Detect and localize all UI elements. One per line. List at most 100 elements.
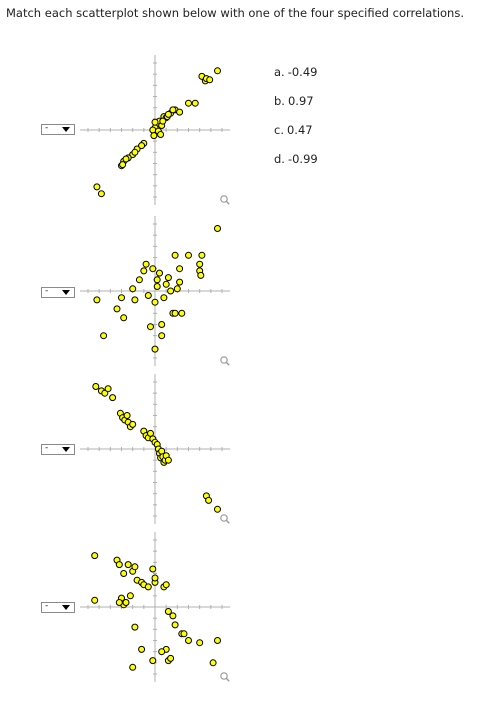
option-d: d. -0.99	[274, 151, 318, 180]
data-point	[173, 285, 181, 293]
data-point	[138, 142, 146, 150]
data-point	[158, 332, 166, 340]
data-point	[167, 287, 175, 295]
option-a-value: -0.49	[287, 65, 318, 79]
data-point	[214, 505, 221, 513]
data-point	[159, 117, 167, 125]
data-point	[198, 251, 206, 259]
data-point	[158, 321, 166, 328]
data-point	[129, 285, 137, 293]
data-point	[150, 132, 158, 140]
correlation-select-4-value: -	[45, 601, 49, 611]
data-point	[191, 99, 199, 107]
data-point	[169, 612, 177, 620]
data-point	[151, 345, 159, 353]
data-point	[124, 561, 132, 569]
correlation-select-4[interactable]: -	[41, 601, 75, 613]
data-point	[149, 126, 157, 134]
data-point	[149, 265, 157, 273]
data-point	[122, 155, 130, 163]
data-point	[162, 280, 170, 288]
option-b-value: 0.97	[287, 94, 314, 108]
data-point	[160, 294, 168, 302]
scatterplot-4	[80, 532, 230, 682]
data-point	[164, 274, 172, 282]
option-a-label: a.	[274, 65, 285, 79]
option-c-value: 0.47	[286, 123, 313, 137]
data-point	[91, 552, 99, 560]
option-d-label: d.	[274, 152, 285, 166]
data-point	[164, 608, 172, 615]
data-point	[100, 332, 108, 340]
chevron-down-icon	[62, 605, 70, 610]
magnifier-icon[interactable]	[220, 356, 230, 366]
data-point	[140, 267, 148, 275]
scatterplot-1-svg	[80, 55, 230, 205]
chevron-down-icon	[62, 290, 70, 295]
data-point	[153, 283, 161, 290]
data-point	[171, 621, 179, 629]
data-point	[197, 271, 205, 279]
correlation-select-3[interactable]: -	[41, 443, 75, 455]
data-point	[120, 314, 128, 322]
data-point	[115, 599, 123, 606]
option-a: a. -0.49	[274, 64, 318, 93]
magnifier-icon[interactable]	[220, 195, 230, 205]
data-point	[91, 596, 99, 604]
data-point	[147, 323, 154, 331]
data-point	[171, 309, 179, 317]
scatterplot-3	[80, 374, 230, 524]
scatterplot-4-svg	[80, 532, 230, 682]
data-point	[144, 583, 152, 591]
data-point	[167, 654, 175, 662]
correlation-select-1[interactable]: -	[41, 123, 75, 135]
data-point	[93, 296, 101, 304]
data-point	[176, 265, 184, 273]
data-point	[119, 161, 127, 169]
data-point	[131, 148, 139, 156]
data-point	[214, 67, 221, 75]
data-point	[157, 131, 165, 138]
magnifier-icon[interactable]	[220, 514, 230, 524]
data-point	[129, 420, 137, 428]
data-point	[164, 456, 172, 464]
magnifier-icon[interactable]	[220, 672, 230, 682]
data-point	[122, 599, 130, 606]
scatterplot-2	[80, 216, 230, 366]
data-point	[162, 581, 170, 589]
data-point	[176, 108, 184, 116]
data-point	[156, 269, 163, 277]
data-point	[131, 623, 139, 631]
data-point	[109, 394, 117, 402]
data-point	[171, 251, 179, 259]
data-point	[180, 630, 188, 638]
correlation-select-3-value: -	[45, 443, 49, 453]
data-point	[164, 110, 172, 118]
data-point	[118, 294, 125, 302]
data-point	[129, 663, 137, 671]
scatterplot-2-svg	[80, 216, 230, 366]
data-point	[196, 260, 204, 268]
instruction-text: Match each scatterplot shown below with …	[6, 6, 464, 20]
data-point	[205, 496, 213, 504]
data-point	[120, 570, 128, 577]
correlation-select-1-value: -	[45, 123, 49, 133]
data-point	[144, 292, 152, 299]
scatterplot-3-svg	[80, 374, 230, 524]
data-point	[178, 309, 186, 317]
data-point	[151, 118, 159, 126]
correlation-select-2[interactable]: -	[41, 286, 75, 298]
data-point	[151, 574, 159, 582]
chevron-down-icon	[62, 447, 70, 452]
data-point	[185, 99, 192, 107]
data-point	[149, 657, 157, 665]
option-c: c. 0.47	[274, 122, 318, 151]
data-point	[196, 639, 204, 647]
data-point	[214, 637, 221, 644]
data-point	[115, 561, 123, 569]
data-point	[92, 383, 100, 390]
data-point	[97, 190, 105, 198]
data-point	[185, 637, 192, 644]
data-point	[142, 260, 150, 268]
data-point	[153, 276, 161, 284]
